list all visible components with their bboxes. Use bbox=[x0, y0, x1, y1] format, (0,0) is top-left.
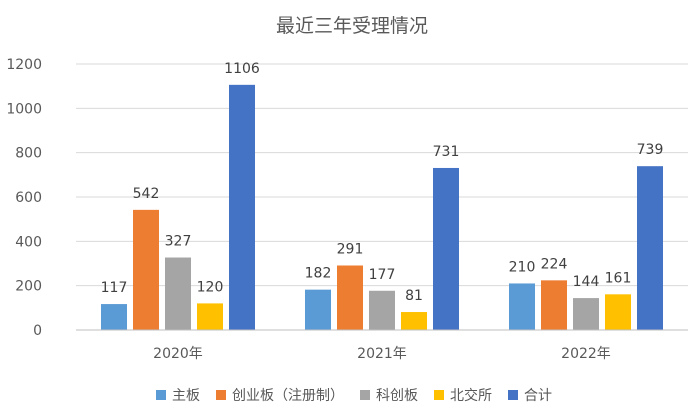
bar-1 bbox=[509, 283, 535, 330]
data-labels: 117 542 327 120 1106 182 291 177 81 731 210 224 144 1… bbox=[101, 61, 664, 304]
legend-label: 合计 bbox=[524, 388, 552, 404]
bar-3 bbox=[573, 298, 599, 330]
x-category-label: 2022年 bbox=[561, 346, 611, 362]
bar-3 bbox=[165, 257, 191, 330]
y-tick-label: 1200 bbox=[6, 57, 42, 73]
data-label: 120 bbox=[197, 279, 224, 295]
legend-swatch bbox=[434, 390, 444, 400]
data-label: 224 bbox=[541, 256, 568, 272]
bar-3 bbox=[369, 290, 395, 330]
legend-swatch bbox=[360, 390, 370, 400]
bars bbox=[101, 84, 663, 330]
bar-1 bbox=[101, 304, 127, 330]
x-axis-categories: 2020年 2021年 2022年 bbox=[153, 346, 611, 362]
bar-2 bbox=[541, 280, 567, 330]
data-label: 182 bbox=[305, 266, 332, 282]
y-axis-ticks: 0 200 400 600 800 1000 1200 bbox=[6, 57, 42, 339]
data-label: 177 bbox=[369, 267, 396, 283]
bar-5 bbox=[637, 166, 663, 330]
bar-5 bbox=[229, 84, 255, 330]
data-label: 731 bbox=[433, 144, 460, 160]
legend-swatch bbox=[156, 390, 166, 400]
data-label: 81 bbox=[405, 288, 423, 304]
data-label: 117 bbox=[101, 280, 128, 296]
bar-2 bbox=[337, 265, 363, 330]
data-label: 327 bbox=[165, 234, 192, 250]
data-label: 291 bbox=[337, 241, 364, 257]
data-label: 542 bbox=[133, 186, 160, 202]
x-category-label: 2020年 bbox=[153, 346, 203, 362]
legend-label: 主板 bbox=[172, 388, 200, 404]
bar-5 bbox=[433, 167, 459, 330]
chart-title: 最近三年受理情况 bbox=[276, 15, 428, 37]
gridlines bbox=[76, 63, 688, 287]
data-label: 161 bbox=[605, 270, 632, 286]
legend-swatch bbox=[216, 390, 226, 400]
y-tick-label: 0 bbox=[33, 323, 42, 339]
data-label: 739 bbox=[637, 142, 664, 158]
data-label: 144 bbox=[573, 274, 600, 290]
y-tick-label: 400 bbox=[15, 234, 42, 250]
legend-label: 北交所 bbox=[450, 387, 492, 404]
bar-4 bbox=[401, 312, 427, 330]
legend-swatch bbox=[508, 390, 518, 400]
legend: 主板 创业板（注册制） 科创板 北交所 合计 bbox=[156, 387, 552, 404]
bar-4 bbox=[197, 303, 223, 330]
y-tick-label: 800 bbox=[15, 146, 42, 162]
data-label: 210 bbox=[509, 259, 536, 275]
y-tick-label: 200 bbox=[15, 279, 42, 295]
y-tick-label: 600 bbox=[15, 190, 42, 206]
x-category-label: 2021年 bbox=[357, 346, 407, 362]
y-tick-label: 1000 bbox=[6, 101, 42, 117]
data-label: 1106 bbox=[224, 61, 260, 77]
legend-label: 科创板 bbox=[376, 388, 418, 404]
bar-2 bbox=[133, 209, 159, 330]
bar-1 bbox=[305, 289, 331, 330]
bar-4 bbox=[605, 294, 631, 330]
legend-label: 创业板（注册制） bbox=[232, 388, 344, 404]
